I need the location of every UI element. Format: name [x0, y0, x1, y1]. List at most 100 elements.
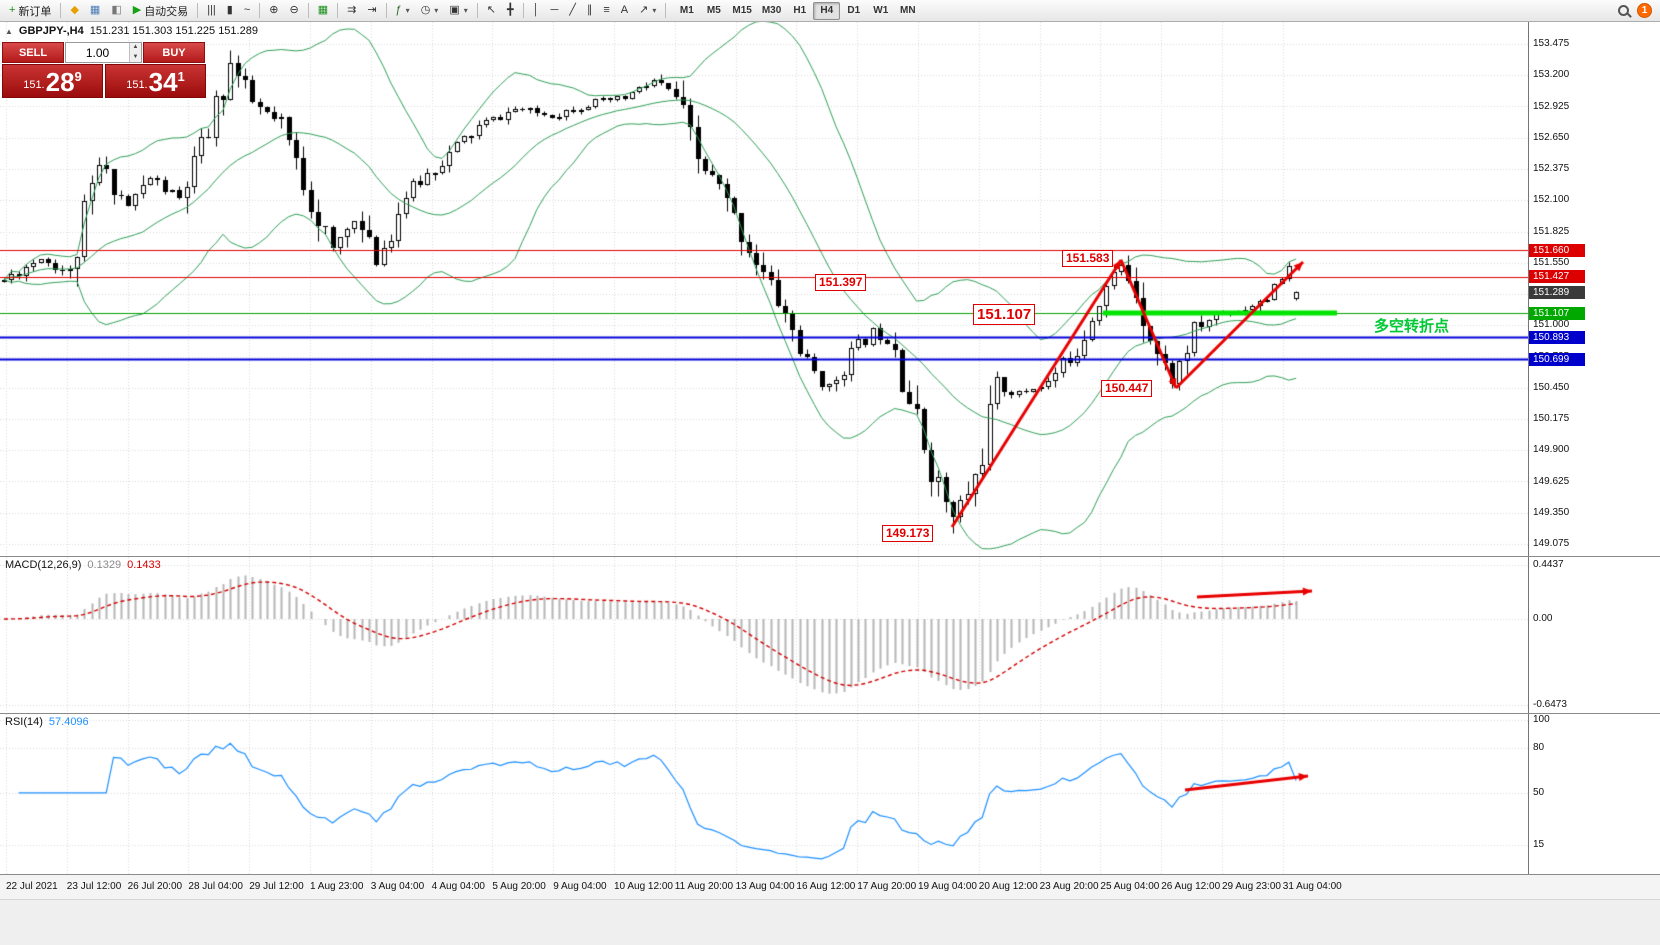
time-axis-label: 9 Aug 04:00: [553, 881, 607, 892]
timeframe-mn-button[interactable]: MN: [900, 5, 916, 16]
fibonacci-button[interactable]: ≡: [598, 1, 614, 20]
templates-button[interactable]: ▣ ▾: [444, 1, 472, 20]
timeframe-w1-button[interactable]: W1: [873, 5, 889, 16]
time-axis-label: 23 Jul 12:00: [66, 881, 122, 892]
candles-chart-button[interactable]: ▮: [222, 1, 238, 20]
crosshair-button[interactable]: ╋: [502, 1, 519, 20]
price-scale-label: 152.650: [1533, 131, 1570, 143]
price-scale-label: 152.100: [1533, 194, 1570, 206]
search-icon[interactable]: [1618, 5, 1629, 16]
zoom-in-icon: ⊕: [269, 4, 279, 16]
time-axis-label: 29 Jul 12:00: [249, 881, 304, 892]
buy-button[interactable]: BUY: [143, 42, 205, 63]
timeframe-m30-button[interactable]: M30: [761, 5, 782, 16]
time-axis-label: 11 Aug 20:00: [674, 881, 733, 892]
profiles-icon: ◧: [111, 4, 122, 16]
one-click-collapse-icon[interactable]: ▲: [5, 26, 13, 36]
time-axis-label: 29 Aug 23:00: [1222, 881, 1281, 892]
app-gallery-button[interactable]: ◆: [65, 1, 83, 20]
price-scale-label: 151.000: [1533, 319, 1570, 331]
price-scale[interactable]: 153.475 153.200 152.925 152.650 152.375 152.1…: [1528, 22, 1660, 556]
channel-button[interactable]: ∥: [582, 1, 598, 20]
new-chart-button[interactable]: ▦: [85, 1, 105, 20]
timeframe-h4-button[interactable]: H4: [813, 1, 841, 20]
periods-button[interactable]: ◷ ▾: [416, 1, 444, 20]
trendline-button[interactable]: ╱: [564, 1, 581, 20]
rsi-scale-label: 50: [1533, 787, 1545, 798]
time-axis-label: 25 Aug 04:00: [1100, 881, 1160, 892]
bars-chart-icon: |||: [207, 4, 216, 16]
crosshair-icon: ╋: [506, 4, 514, 16]
new-order-button[interactable]: + 新订单: [4, 1, 56, 20]
level-badge-red: 151.660: [1529, 243, 1585, 257]
timeframe-d1-button[interactable]: D1: [847, 5, 861, 16]
timeframe-h1-button[interactable]: H1: [793, 5, 807, 16]
sell-price-sup: 9: [74, 69, 82, 84]
sell-button[interactable]: SELL: [2, 42, 64, 63]
toolbar-separator: [522, 3, 524, 18]
new-order-button-label: 新订单: [18, 5, 52, 18]
volume-down-button[interactable]: ▼: [130, 52, 141, 62]
zoom-out-icon: ⊖: [289, 4, 299, 16]
vertical-line-button[interactable]: │: [528, 1, 545, 20]
macd-scale[interactable]: 0.4437 0.00 -0.6473: [1528, 557, 1660, 713]
time-axis[interactable]: 22 Jul 2021 23 Jul 12:00 26 Jul 20:00 28 Ju…: [0, 874, 1660, 899]
bars-chart-button[interactable]: |||: [202, 1, 221, 20]
volume-up-button[interactable]: ▲: [130, 43, 141, 53]
time-axis-label: 13 Aug 04:00: [735, 881, 795, 892]
line-chart-button[interactable]: ~: [239, 1, 255, 20]
sell-price-button[interactable]: 151. 28 9: [2, 64, 103, 98]
tile-windows-icon: ▦: [317, 4, 329, 16]
macd-label: MACD(12,26,9) 0.1329 0.1433: [5, 559, 161, 571]
cursor-button[interactable]: ↖: [482, 1, 501, 20]
autotrading-button-label: 自动交易: [144, 5, 189, 18]
timeframe-m15-button[interactable]: M15: [732, 5, 752, 16]
time-axis-label: 3 Aug 04:00: [370, 881, 425, 892]
notification-badge[interactable]: 1: [1637, 3, 1652, 18]
templates-icon: ▣: [449, 4, 460, 16]
toolbar-separator: [337, 3, 339, 18]
timeframe-m5-button[interactable]: M5: [706, 5, 721, 16]
chart-shift-icon: ⇥: [367, 4, 377, 16]
tile-windows-button[interactable]: ▦: [313, 1, 333, 20]
auto-scroll-button[interactable]: ⇉: [342, 1, 361, 20]
autotrading-button[interactable]: ▶ 自动交易: [128, 1, 193, 20]
toolbar-separator: [476, 3, 478, 18]
current-price-badge: 151.289: [1529, 285, 1585, 299]
rsi-label: RSI(14) 57.4096: [5, 716, 89, 728]
buy-price-button[interactable]: 151. 34 1: [105, 64, 206, 98]
fibonacci-icon: ≡: [603, 4, 610, 16]
time-axis-label: 26 Jul 20:00: [127, 881, 183, 892]
rsi-scale-label: 80: [1533, 742, 1545, 753]
price-callout-151397: 151.397: [815, 274, 867, 291]
timeframe-m1-button[interactable]: M1: [679, 5, 694, 16]
macd-value-main: 0.1329: [87, 559, 122, 571]
price-callout-151107: 151.107: [973, 304, 1036, 325]
main-chart-canvas[interactable]: [0, 22, 1528, 556]
time-axis-label: 31 Aug 04:00: [1282, 881, 1342, 892]
toolbar-separator: [307, 3, 309, 18]
price-scale-label: 149.075: [1533, 538, 1570, 549]
text-button[interactable]: A: [616, 1, 633, 20]
auto-scroll-icon: ⇉: [347, 4, 357, 16]
price-callout-150447: 150.447: [1101, 380, 1153, 397]
symbol-title: GBPJPY-,H4: [18, 25, 84, 37]
channel-icon: ∥: [586, 4, 593, 16]
macd-canvas[interactable]: [0, 557, 1528, 713]
buy-price-prefix: 151.: [126, 79, 148, 91]
toolbar-separator: [259, 3, 261, 18]
macd-plot: MACD(12,26,9) 0.1329 0.1433: [0, 557, 1528, 713]
rsi-canvas[interactable]: [0, 714, 1528, 874]
volume-input[interactable]: [66, 43, 129, 62]
arrows-button[interactable]: ↗ ▾: [634, 1, 661, 20]
chart-shift-button[interactable]: ⇥: [362, 1, 381, 20]
macd-scale-label: 0.4437: [1533, 559, 1564, 570]
zoom-out-button[interactable]: ⊖: [284, 1, 303, 20]
indicators-button[interactable]: ƒ ▾: [391, 1, 415, 20]
horizontal-line-button[interactable]: ─: [545, 1, 563, 20]
volume-field: ▲ ▼: [65, 42, 142, 63]
rsi-scale[interactable]: 100 80 50 15: [1528, 714, 1660, 874]
macd-name: MACD(12,26,9): [5, 559, 82, 571]
profiles-button[interactable]: ◧: [106, 1, 126, 20]
zoom-in-button[interactable]: ⊕: [264, 1, 283, 20]
